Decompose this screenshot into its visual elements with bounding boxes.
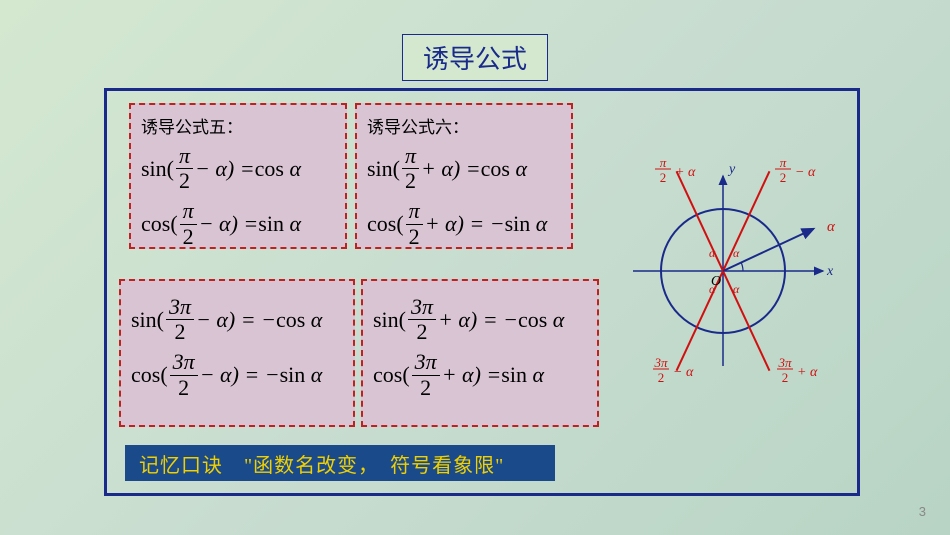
svg-text:π: π bbox=[780, 155, 787, 170]
svg-text:+ α: + α bbox=[675, 165, 696, 180]
svg-text:2: 2 bbox=[658, 370, 665, 385]
svg-text:3π: 3π bbox=[653, 355, 668, 370]
box8-formula-1: sin( 3π2 + α) = − cos α bbox=[373, 295, 587, 344]
box6-formula-2: cos( π2 + α) = − sin α bbox=[367, 199, 561, 248]
formula-box-7: sin( 3π2 − α) = − cos α cos( 3π2 − α) = … bbox=[119, 279, 355, 427]
svg-text:α: α bbox=[827, 219, 836, 235]
formula-box-6: 诱导公式六： sin( π2 + α) = cos α cos( π2 + α)… bbox=[355, 103, 573, 249]
content-frame: 诱导公式五： sin( π2 − α) = cos α cos( π2 − α)… bbox=[104, 88, 860, 496]
page-number: 3 bbox=[919, 504, 926, 519]
formula-box-5: 诱导公式五： sin( π2 − α) = cos α cos( π2 − α)… bbox=[129, 103, 347, 249]
mnemonic-bar: 记忆口诀 "函数名改变， 符号看象限" bbox=[125, 445, 555, 481]
svg-text:− α: − α bbox=[673, 365, 694, 380]
box8-formula-2: cos( 3π2 + α) = sin α bbox=[373, 350, 587, 399]
svg-text:2: 2 bbox=[780, 170, 787, 185]
box6-heading: 诱导公式六： bbox=[367, 113, 561, 138]
svg-text:α: α bbox=[733, 246, 740, 260]
svg-text:π: π bbox=[660, 155, 667, 170]
svg-text:O: O bbox=[711, 274, 721, 289]
page-title: 诱导公式 bbox=[402, 34, 548, 81]
svg-text:2: 2 bbox=[660, 170, 667, 185]
unit-circle-diagram: ααααOxyπ2 + απ2 − α3π2 − α3π2 + αα bbox=[603, 131, 843, 391]
box5-formula-1: sin( π2 − α) = cos α bbox=[141, 144, 335, 193]
svg-text:+ α: + α bbox=[797, 365, 818, 380]
box5-heading: 诱导公式五： bbox=[141, 113, 335, 138]
formula-box-8: sin( 3π2 + α) = − cos α cos( 3π2 + α) = … bbox=[361, 279, 599, 427]
svg-text:y: y bbox=[727, 162, 736, 177]
svg-text:2: 2 bbox=[782, 370, 789, 385]
svg-text:α: α bbox=[709, 246, 716, 260]
svg-text:α: α bbox=[733, 282, 740, 296]
box7-formula-2: cos( 3π2 − α) = − sin α bbox=[131, 350, 343, 399]
svg-text:x: x bbox=[826, 264, 834, 279]
svg-text:− α: − α bbox=[795, 165, 816, 180]
svg-text:3π: 3π bbox=[777, 355, 792, 370]
box6-formula-1: sin( π2 + α) = cos α bbox=[367, 144, 561, 193]
box5-formula-2: cos( π2 − α) = sin α bbox=[141, 199, 335, 248]
box7-formula-1: sin( 3π2 − α) = − cos α bbox=[131, 295, 343, 344]
